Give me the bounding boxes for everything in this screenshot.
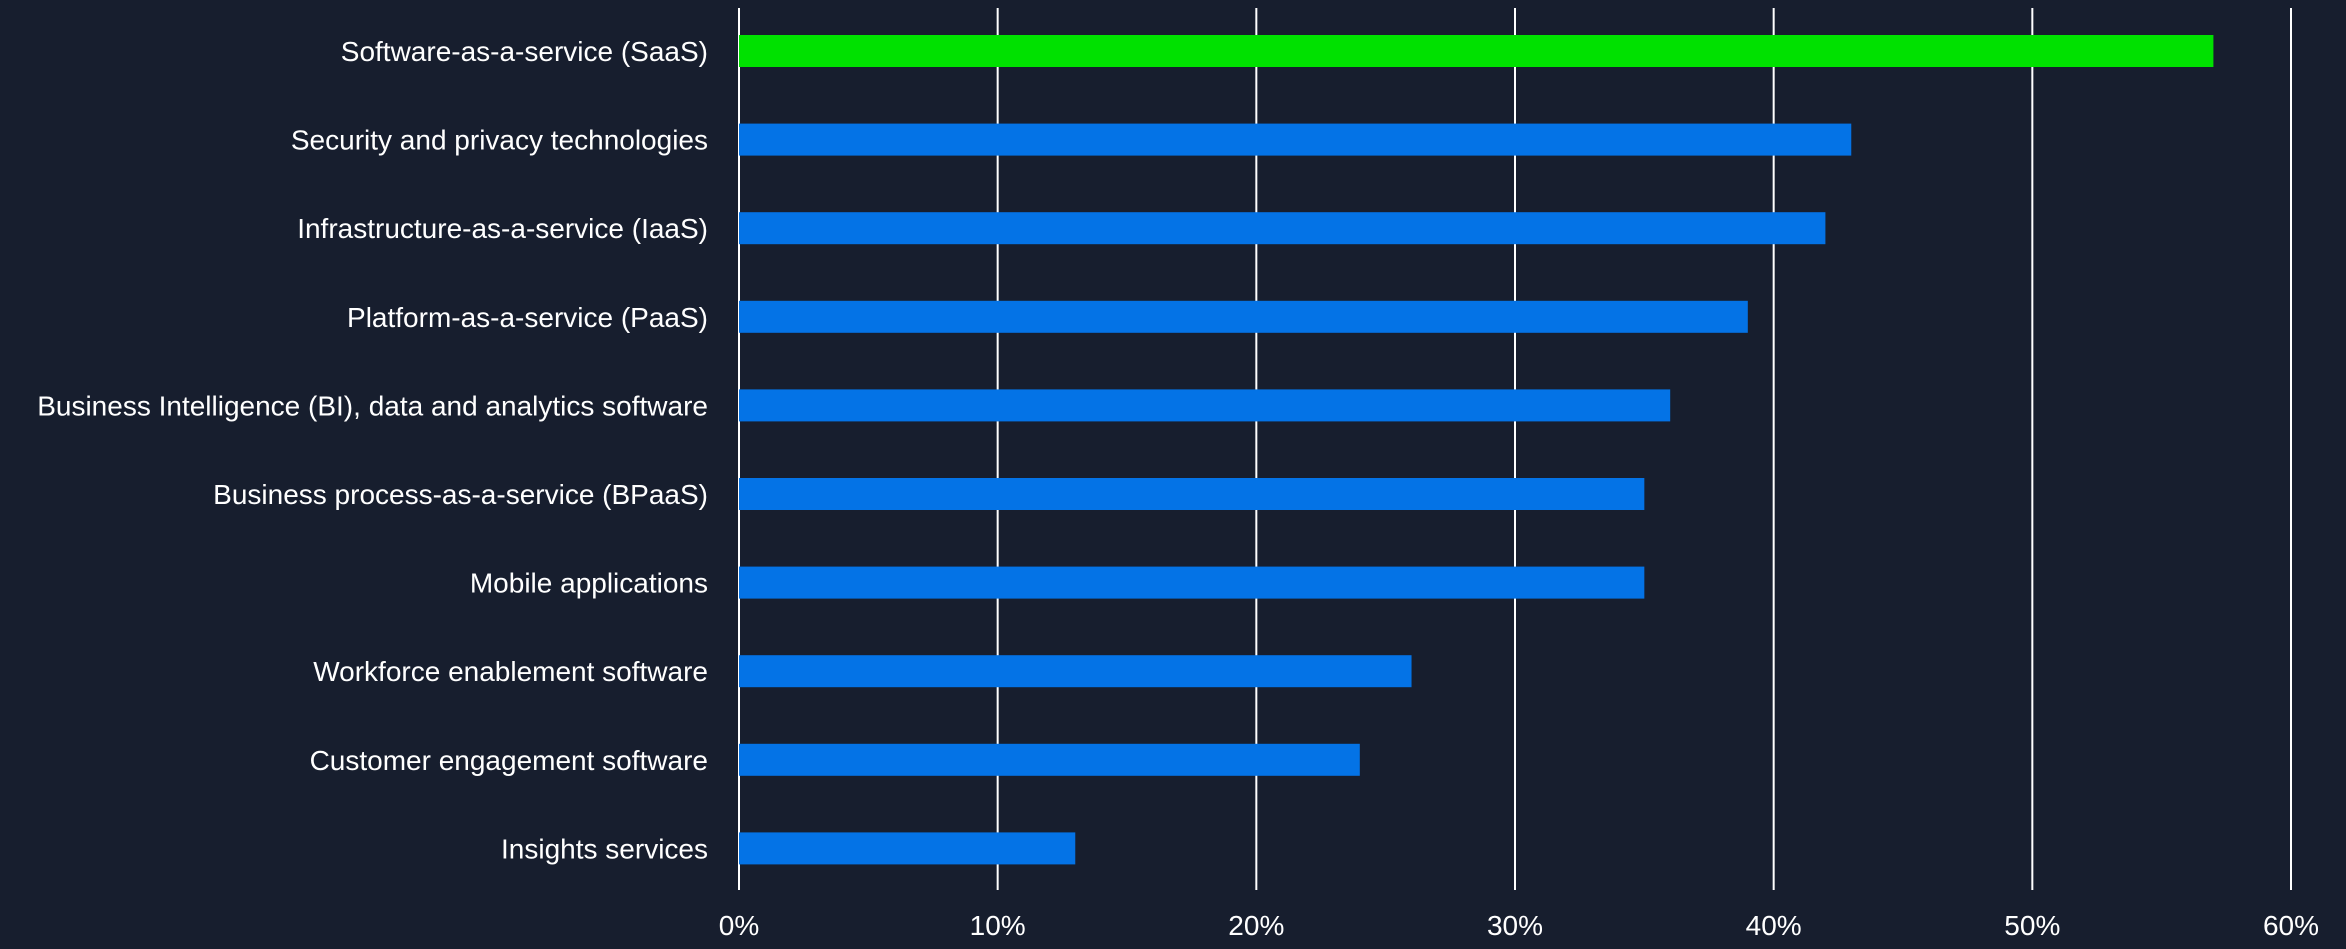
x-tick-label: 60% — [2263, 910, 2319, 941]
bars — [739, 35, 2214, 865]
bar — [739, 389, 1671, 422]
bar — [739, 832, 1076, 865]
x-tick-label: 30% — [1487, 910, 1543, 941]
x-tick-label: 10% — [970, 910, 1026, 941]
category-label: Infrastructure-as-a-service (IaaS) — [297, 213, 708, 244]
category-label: Platform-as-a-service (PaaS) — [347, 302, 708, 333]
category-label: Security and privacy technologies — [291, 125, 708, 156]
bar — [739, 478, 1645, 510]
bar — [739, 123, 1852, 156]
category-label: Business Intelligence (BI), data and ana… — [37, 390, 708, 421]
x-tick-label: 20% — [1228, 910, 1284, 941]
category-label: Workforce enablement software — [313, 656, 708, 687]
category-labels: Software-as-a-service (SaaS) Security and… — [37, 36, 708, 864]
highlighted-bar — [739, 35, 2214, 67]
x-tick-label: 0% — [719, 910, 759, 941]
x-tick-label: 40% — [1746, 910, 1802, 941]
x-tick-label: 50% — [2004, 910, 2060, 941]
category-label: Insights services — [501, 833, 708, 864]
bar — [739, 566, 1645, 599]
category-label: Business process-as-a-service (BPaaS) — [213, 479, 708, 510]
category-label: Software-as-a-service (SaaS) — [341, 36, 708, 67]
bar — [739, 655, 1412, 688]
bar — [739, 300, 1748, 333]
category-label: Mobile applications — [470, 568, 708, 599]
x-tick-labels: 0% 10% 20% 30% 40% 50% 60% — [719, 910, 2319, 941]
bar — [739, 743, 1360, 776]
category-label: Customer engagement software — [310, 745, 708, 776]
bar — [739, 212, 1826, 245]
